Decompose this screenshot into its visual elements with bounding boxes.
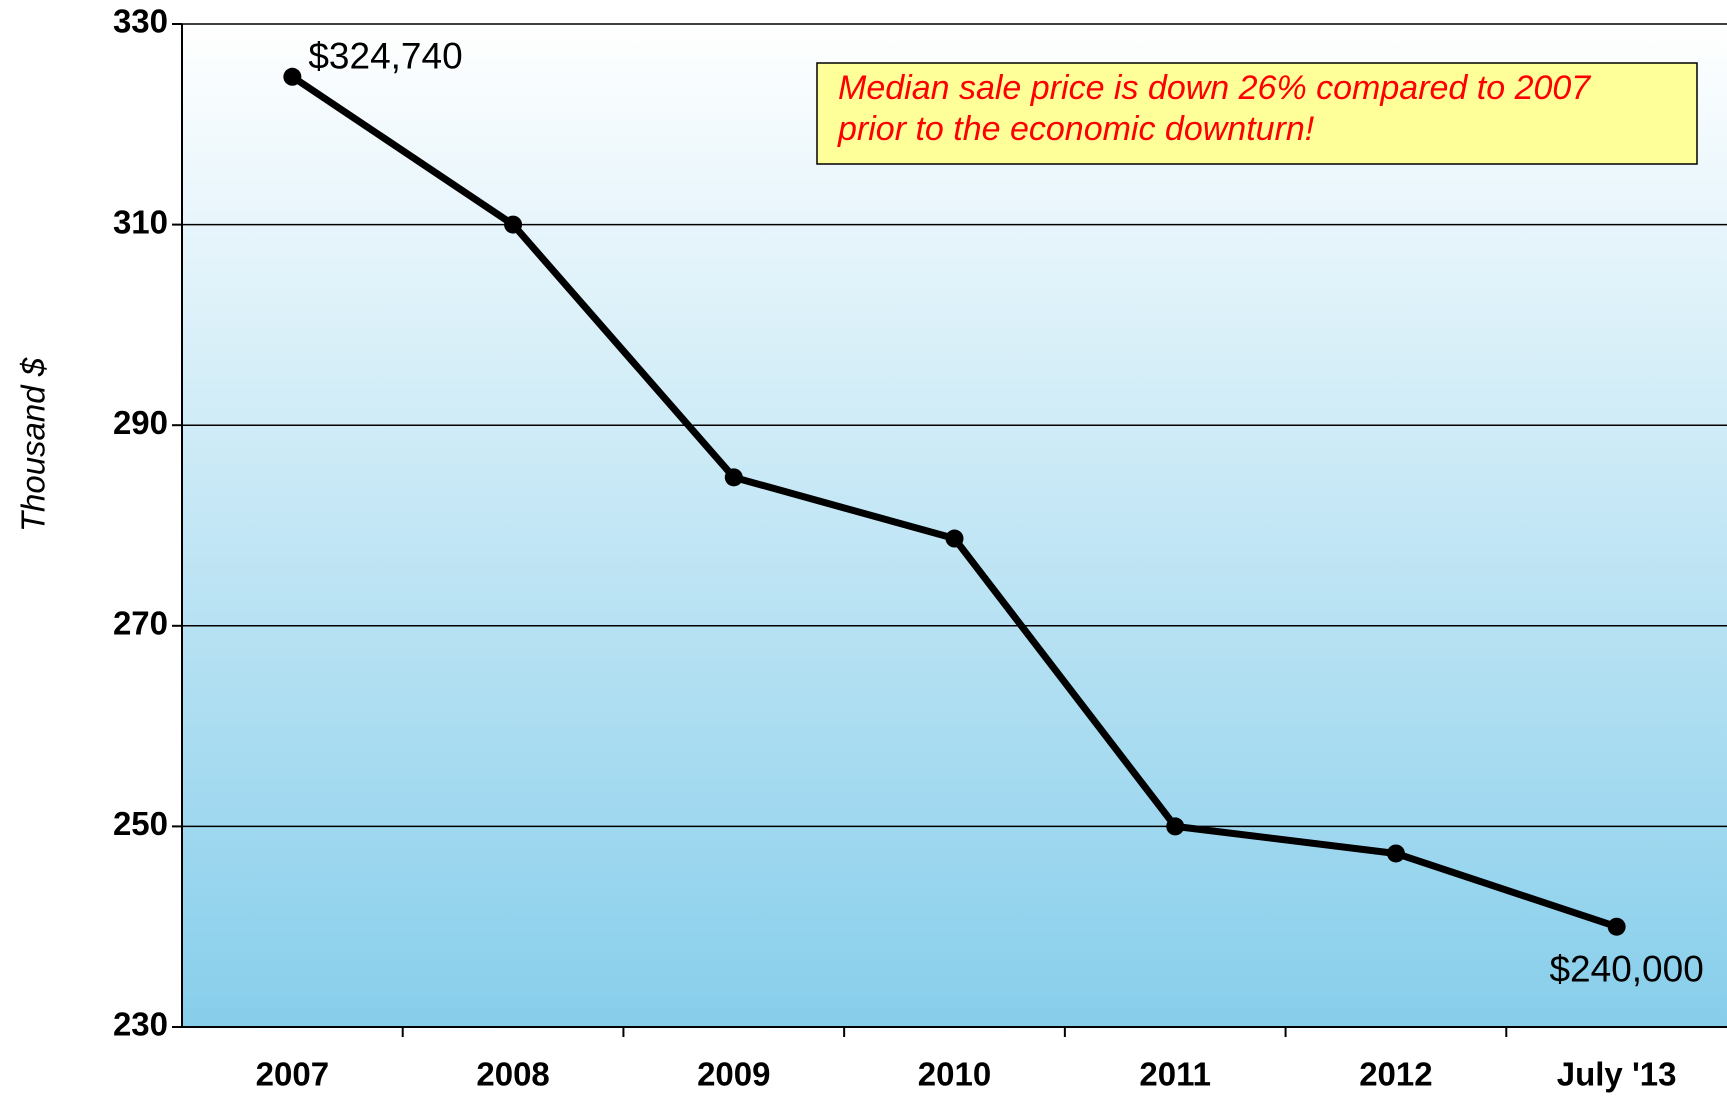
- marker: [1607, 917, 1626, 936]
- x-tick-label: 2011: [1139, 1056, 1211, 1093]
- y-tick-label: 330: [113, 3, 168, 40]
- marker: [945, 529, 964, 548]
- x-tick-label: 2007: [256, 1056, 329, 1093]
- x-tick-label: July '13: [1557, 1056, 1677, 1093]
- y-tick-label: 310: [113, 203, 168, 240]
- y-tick-label: 270: [113, 605, 168, 642]
- annotation-text: Median sale price is down 26% compared t…: [837, 69, 1591, 148]
- x-tick-label: 2012: [1359, 1056, 1432, 1093]
- y-tick-label: 230: [113, 1006, 168, 1043]
- marker: [283, 67, 302, 86]
- annotation: Median sale price is down 26% compared t…: [816, 62, 1698, 165]
- marker: [1386, 844, 1405, 863]
- data-label: $324,740: [308, 36, 462, 77]
- marker: [724, 468, 743, 487]
- plot-area: [182, 24, 1727, 1027]
- x-tick-label: 2009: [697, 1056, 770, 1093]
- y-axis-label: Thousand $: [15, 357, 52, 532]
- x-tick-label: 2010: [918, 1056, 991, 1093]
- marker: [504, 215, 523, 234]
- data-label: $240,000: [1549, 948, 1703, 989]
- y-tick-label: 250: [113, 805, 168, 842]
- marker: [1166, 817, 1185, 836]
- annotation-box: [816, 62, 1698, 165]
- y-tick-label: 290: [113, 404, 168, 441]
- x-tick-label: 2008: [476, 1056, 549, 1093]
